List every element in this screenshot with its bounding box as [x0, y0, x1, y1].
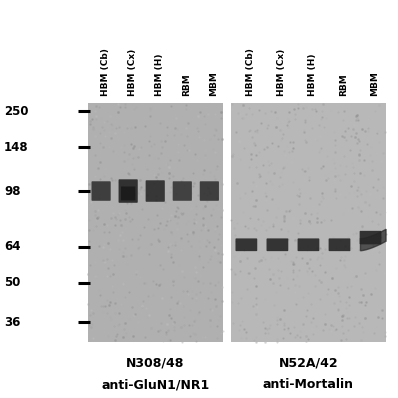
Text: HBM (H): HBM (H)	[308, 53, 318, 96]
FancyBboxPatch shape	[267, 238, 288, 251]
Text: MBM: MBM	[371, 71, 380, 96]
FancyBboxPatch shape	[173, 181, 192, 201]
Text: N52A/42: N52A/42	[279, 356, 338, 369]
FancyBboxPatch shape	[146, 180, 165, 202]
Text: RBM: RBM	[182, 73, 191, 96]
Polygon shape	[361, 229, 386, 251]
FancyBboxPatch shape	[329, 238, 350, 251]
Text: N308/48: N308/48	[126, 356, 184, 369]
Text: anti-GluN1/NR1: anti-GluN1/NR1	[101, 378, 209, 391]
Text: RBM: RBM	[339, 73, 349, 96]
Text: 148: 148	[4, 141, 29, 154]
FancyBboxPatch shape	[92, 181, 111, 201]
Text: 50: 50	[4, 276, 20, 289]
FancyBboxPatch shape	[298, 238, 319, 251]
Text: HBM (Cx): HBM (Cx)	[277, 48, 287, 96]
Text: MBM: MBM	[209, 71, 219, 96]
Text: anti-Mortalin: anti-Mortalin	[263, 378, 354, 391]
Text: 64: 64	[4, 240, 20, 253]
Text: 36: 36	[4, 316, 20, 329]
Text: HBM (Cb): HBM (Cb)	[246, 48, 256, 96]
Text: HBM (Cx): HBM (Cx)	[128, 48, 137, 96]
Text: HBM (H): HBM (H)	[155, 53, 164, 96]
FancyBboxPatch shape	[231, 103, 386, 342]
Text: HBM (Cb): HBM (Cb)	[101, 48, 110, 96]
Text: 250: 250	[4, 105, 29, 118]
FancyBboxPatch shape	[88, 103, 223, 342]
FancyBboxPatch shape	[119, 179, 138, 203]
Text: 98: 98	[4, 185, 20, 197]
FancyBboxPatch shape	[236, 238, 257, 251]
FancyBboxPatch shape	[360, 231, 381, 244]
FancyBboxPatch shape	[200, 181, 219, 201]
FancyBboxPatch shape	[121, 186, 135, 201]
